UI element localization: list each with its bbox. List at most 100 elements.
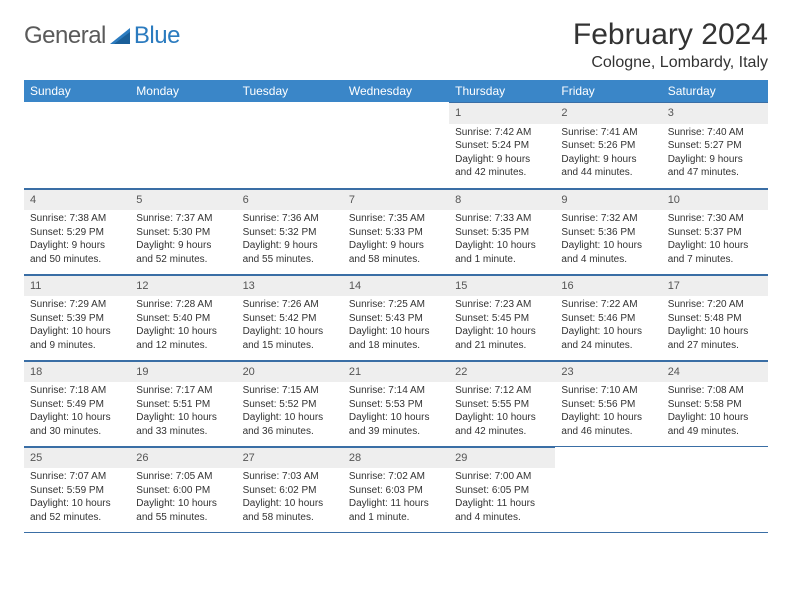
sunset-text: Sunset: 5:46 PM: [561, 312, 655, 326]
sunrise-text: Sunrise: 7:05 AM: [136, 470, 230, 484]
daylight-text: Daylight: 10 hours and 9 minutes.: [30, 325, 124, 352]
sunset-text: Sunset: 6:05 PM: [455, 484, 549, 498]
day-content: Sunrise: 7:17 AMSunset: 5:51 PMDaylight:…: [130, 382, 236, 442]
day-content: Sunrise: 7:02 AMSunset: 6:03 PMDaylight:…: [343, 468, 449, 528]
day-content: Sunrise: 7:36 AMSunset: 5:32 PMDaylight:…: [237, 210, 343, 270]
logo-triangle-icon: [110, 26, 132, 46]
sunset-text: Sunset: 5:27 PM: [668, 139, 762, 153]
sunrise-text: Sunrise: 7:20 AM: [668, 298, 762, 312]
day-content: Sunrise: 7:22 AMSunset: 5:46 PMDaylight:…: [555, 296, 661, 356]
sunset-text: Sunset: 5:51 PM: [136, 398, 230, 412]
sunset-text: Sunset: 5:58 PM: [668, 398, 762, 412]
location-text: Cologne, Lombardy, Italy: [573, 54, 768, 72]
sunset-text: Sunset: 5:45 PM: [455, 312, 549, 326]
day-number: 20: [237, 361, 343, 383]
day-content: Sunrise: 7:14 AMSunset: 5:53 PMDaylight:…: [343, 382, 449, 442]
calendar-cell: 1Sunrise: 7:42 AMSunset: 5:24 PMDaylight…: [449, 102, 555, 188]
day-number: 8: [449, 189, 555, 211]
sunrise-text: Sunrise: 7:14 AM: [349, 384, 443, 398]
sunrise-text: Sunrise: 7:26 AM: [243, 298, 337, 312]
day-content: Sunrise: 7:42 AMSunset: 5:24 PMDaylight:…: [449, 124, 555, 184]
sunset-text: Sunset: 5:53 PM: [349, 398, 443, 412]
weekday-header: Saturday: [662, 80, 768, 102]
day-content: Sunrise: 7:26 AMSunset: 5:42 PMDaylight:…: [237, 296, 343, 356]
daylight-text: Daylight: 10 hours and 46 minutes.: [561, 411, 655, 438]
day-content: Sunrise: 7:29 AMSunset: 5:39 PMDaylight:…: [24, 296, 130, 356]
day-number: 24: [662, 361, 768, 383]
day-number: 18: [24, 361, 130, 383]
day-content: Sunrise: 7:07 AMSunset: 5:59 PMDaylight:…: [24, 468, 130, 528]
day-content: Sunrise: 7:41 AMSunset: 5:26 PMDaylight:…: [555, 124, 661, 184]
sunrise-text: Sunrise: 7:25 AM: [349, 298, 443, 312]
daylight-text: Daylight: 10 hours and 42 minutes.: [455, 411, 549, 438]
sunset-text: Sunset: 5:37 PM: [668, 226, 762, 240]
daylight-text: Daylight: 10 hours and 39 minutes.: [349, 411, 443, 438]
sunset-text: Sunset: 6:00 PM: [136, 484, 230, 498]
daylight-text: Daylight: 10 hours and 12 minutes.: [136, 325, 230, 352]
day-content: Sunrise: 7:28 AMSunset: 5:40 PMDaylight:…: [130, 296, 236, 356]
sunset-text: Sunset: 5:39 PM: [30, 312, 124, 326]
sunset-text: Sunset: 5:49 PM: [30, 398, 124, 412]
calendar-cell: 19Sunrise: 7:17 AMSunset: 5:51 PMDayligh…: [130, 360, 236, 446]
day-content: Sunrise: 7:40 AMSunset: 5:27 PMDaylight:…: [662, 124, 768, 184]
sunrise-text: Sunrise: 7:32 AM: [561, 212, 655, 226]
calendar-cell: 9Sunrise: 7:32 AMSunset: 5:36 PMDaylight…: [555, 188, 661, 274]
day-number: 15: [449, 275, 555, 297]
sunrise-text: Sunrise: 7:40 AM: [668, 126, 762, 140]
day-number: 16: [555, 275, 661, 297]
sunrise-text: Sunrise: 7:37 AM: [136, 212, 230, 226]
daylight-text: Daylight: 10 hours and 36 minutes.: [243, 411, 337, 438]
sunset-text: Sunset: 6:03 PM: [349, 484, 443, 498]
day-number: 3: [662, 102, 768, 124]
daylight-text: Daylight: 11 hours and 4 minutes.: [455, 497, 549, 524]
calendar-cell: 15Sunrise: 7:23 AMSunset: 5:45 PMDayligh…: [449, 274, 555, 360]
day-content: Sunrise: 7:15 AMSunset: 5:52 PMDaylight:…: [237, 382, 343, 442]
sunset-text: Sunset: 5:30 PM: [136, 226, 230, 240]
day-number: 17: [662, 275, 768, 297]
logo-text-blue: Blue: [134, 22, 180, 50]
sunrise-text: Sunrise: 7:12 AM: [455, 384, 549, 398]
day-number: 7: [343, 189, 449, 211]
calendar-cell: 6Sunrise: 7:36 AMSunset: 5:32 PMDaylight…: [237, 188, 343, 274]
calendar-cell: ..: [237, 102, 343, 188]
sunset-text: Sunset: 5:24 PM: [455, 139, 549, 153]
day-number: 26: [130, 447, 236, 469]
daylight-text: Daylight: 10 hours and 18 minutes.: [349, 325, 443, 352]
calendar-row: 4Sunrise: 7:38 AMSunset: 5:29 PMDaylight…: [24, 188, 768, 274]
day-content: Sunrise: 7:38 AMSunset: 5:29 PMDaylight:…: [24, 210, 130, 270]
sunrise-text: Sunrise: 7:38 AM: [30, 212, 124, 226]
daylight-text: Daylight: 10 hours and 4 minutes.: [561, 239, 655, 266]
calendar-cell: 25Sunrise: 7:07 AMSunset: 5:59 PMDayligh…: [24, 446, 130, 532]
daylight-text: Daylight: 10 hours and 7 minutes.: [668, 239, 762, 266]
calendar-cell: 12Sunrise: 7:28 AMSunset: 5:40 PMDayligh…: [130, 274, 236, 360]
daylight-text: Daylight: 9 hours and 42 minutes.: [455, 153, 549, 180]
daylight-text: Daylight: 10 hours and 33 minutes.: [136, 411, 230, 438]
weekday-header: Tuesday: [237, 80, 343, 102]
calendar-row: ........1Sunrise: 7:42 AMSunset: 5:24 PM…: [24, 102, 768, 188]
sunrise-text: Sunrise: 7:33 AM: [455, 212, 549, 226]
daylight-text: Daylight: 11 hours and 1 minute.: [349, 497, 443, 524]
sunrise-text: Sunrise: 7:35 AM: [349, 212, 443, 226]
calendar-cell: 10Sunrise: 7:30 AMSunset: 5:37 PMDayligh…: [662, 188, 768, 274]
sunrise-text: Sunrise: 7:42 AM: [455, 126, 549, 140]
sunrise-text: Sunrise: 7:15 AM: [243, 384, 337, 398]
calendar-cell: ..: [343, 102, 449, 188]
day-content: Sunrise: 7:03 AMSunset: 6:02 PMDaylight:…: [237, 468, 343, 528]
sunset-text: Sunset: 5:52 PM: [243, 398, 337, 412]
calendar-cell: 23Sunrise: 7:10 AMSunset: 5:56 PMDayligh…: [555, 360, 661, 446]
daylight-text: Daylight: 10 hours and 58 minutes.: [243, 497, 337, 524]
weekday-header: Monday: [130, 80, 236, 102]
weekday-header: Wednesday: [343, 80, 449, 102]
day-content: Sunrise: 7:33 AMSunset: 5:35 PMDaylight:…: [449, 210, 555, 270]
day-number: 19: [130, 361, 236, 383]
calendar-cell: 17Sunrise: 7:20 AMSunset: 5:48 PMDayligh…: [662, 274, 768, 360]
daylight-text: Daylight: 10 hours and 21 minutes.: [455, 325, 549, 352]
day-number: 23: [555, 361, 661, 383]
day-number: 22: [449, 361, 555, 383]
daylight-text: Daylight: 9 hours and 58 minutes.: [349, 239, 443, 266]
sunset-text: Sunset: 5:35 PM: [455, 226, 549, 240]
day-number: 1: [449, 102, 555, 124]
calendar-cell: 3Sunrise: 7:40 AMSunset: 5:27 PMDaylight…: [662, 102, 768, 188]
day-number: 29: [449, 447, 555, 469]
calendar-cell: 21Sunrise: 7:14 AMSunset: 5:53 PMDayligh…: [343, 360, 449, 446]
